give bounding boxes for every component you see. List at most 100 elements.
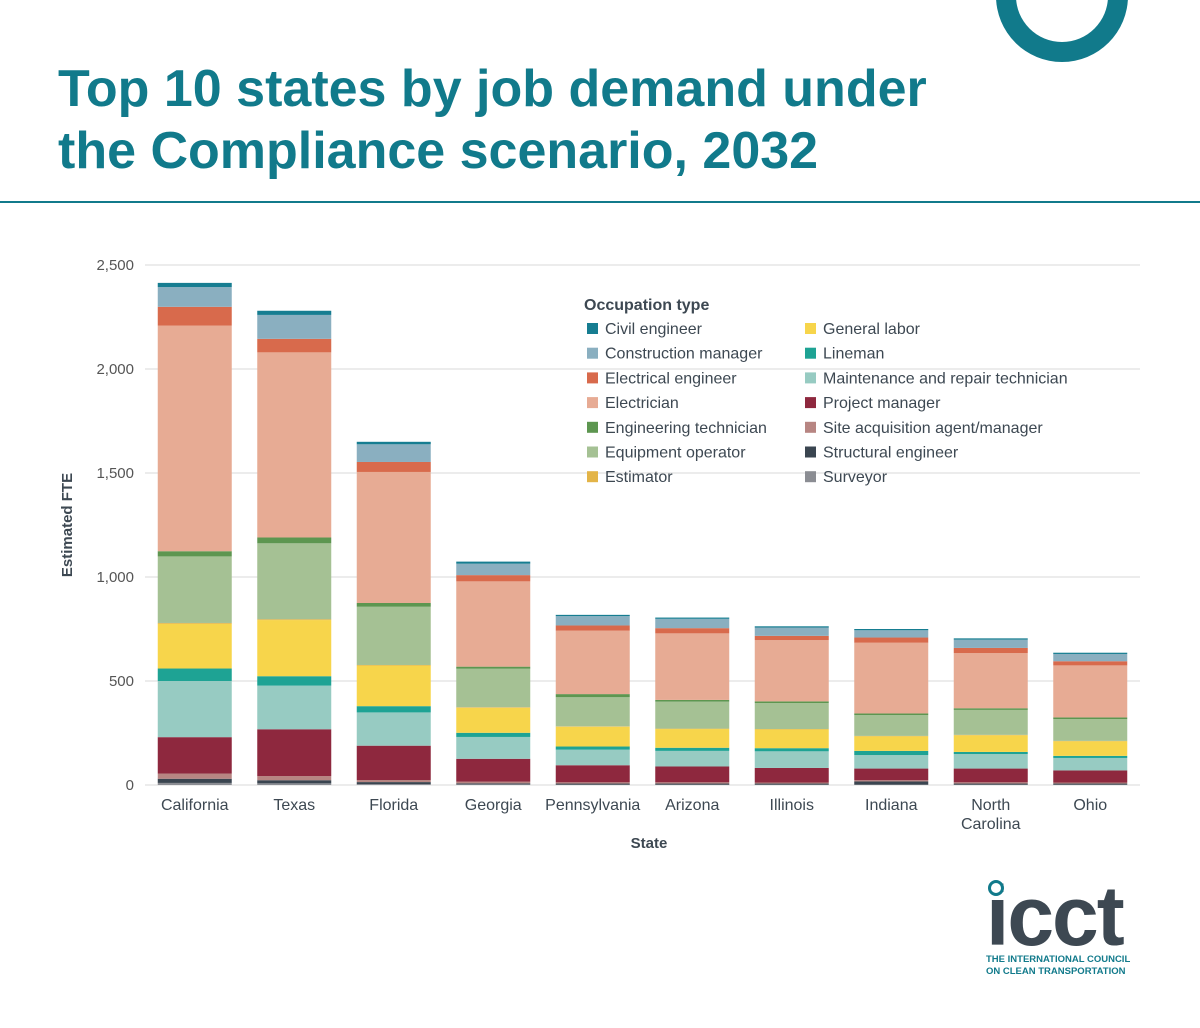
bar-segment xyxy=(456,784,531,785)
x-tick-label: Carolina xyxy=(961,816,1021,833)
logo-tagline-line1: THE INTERNATIONAL COUNCIL xyxy=(986,954,1131,965)
x-tick-label: Texas xyxy=(273,797,315,814)
logo-tagline: THE INTERNATIONAL COUNCIL ON CLEAN TRANS… xyxy=(986,954,1130,978)
bar-segment xyxy=(555,630,630,695)
x-tick-label: Illinois xyxy=(770,797,814,814)
bar-segment xyxy=(555,614,630,617)
bar-segment xyxy=(456,668,531,708)
bar-segment xyxy=(1053,652,1128,654)
x-tick-label: Indiana xyxy=(865,797,918,814)
bar-segment xyxy=(953,754,1028,769)
x-tick-label: Pennsylvania xyxy=(545,797,640,814)
x-tick-label: California xyxy=(161,797,229,814)
bar-segment xyxy=(754,626,829,628)
bar-segment xyxy=(257,338,332,353)
logo-dot-icon xyxy=(988,880,1004,896)
legend-swatch xyxy=(587,323,598,334)
bar-segment xyxy=(555,726,630,747)
bar-segment xyxy=(555,694,630,698)
legend-label: Structural engineer xyxy=(823,445,959,462)
bar-segment xyxy=(257,620,332,677)
bar-segment xyxy=(555,765,630,783)
legend-swatch xyxy=(805,347,816,359)
legend-label: Project manager xyxy=(823,395,941,412)
bar-segment xyxy=(655,750,730,767)
bar-segment xyxy=(854,768,929,781)
bar-segment xyxy=(356,444,431,462)
bar-segment xyxy=(456,783,531,785)
bar-segment xyxy=(854,637,929,643)
bar-segment xyxy=(953,708,1028,710)
bar-segment xyxy=(257,310,332,315)
bar-segment xyxy=(754,635,829,641)
legend-label: Civil engineer xyxy=(605,321,703,338)
bar-segment xyxy=(655,783,730,785)
bar-segment xyxy=(953,768,1028,783)
bar-segment xyxy=(257,729,332,777)
legend-swatch xyxy=(587,347,598,359)
bar-segment xyxy=(157,778,232,783)
bar-segment xyxy=(854,750,929,756)
bar-segment xyxy=(1053,770,1128,783)
bar-segment xyxy=(356,665,431,707)
bar-segment xyxy=(655,766,730,783)
bar-segment xyxy=(356,461,431,472)
bar-segment xyxy=(1053,783,1128,785)
bar-segment xyxy=(754,729,829,749)
legend-swatch xyxy=(587,397,598,409)
bar-segment xyxy=(555,746,630,750)
bar-segment xyxy=(456,563,531,576)
bar-segment xyxy=(555,749,630,766)
y-tick-label: 0 xyxy=(126,777,134,794)
bar-segment xyxy=(555,616,630,626)
bar-segment xyxy=(754,783,829,785)
bar-segment xyxy=(456,707,531,733)
y-tick-label: 500 xyxy=(109,673,134,690)
bar-segment xyxy=(456,666,531,669)
bar-segment xyxy=(157,556,232,623)
bar-segment xyxy=(456,561,531,564)
bar-segment xyxy=(655,747,730,751)
bar-segment xyxy=(555,697,630,727)
bar-segment xyxy=(655,782,730,784)
legend-label: Electrician xyxy=(605,395,679,412)
bar-segment xyxy=(655,701,730,729)
bar-segment xyxy=(953,783,1028,785)
bar-segment xyxy=(555,782,630,784)
x-tick-label: Florida xyxy=(369,797,418,814)
bar-segment xyxy=(456,707,531,708)
bar-segment xyxy=(854,781,929,785)
legend-swatch xyxy=(587,446,598,458)
bar-segment xyxy=(854,713,929,716)
bar-segment xyxy=(356,706,431,713)
bar-segment xyxy=(257,676,332,686)
x-tick-label: Ohio xyxy=(1073,797,1107,814)
bar-segment xyxy=(456,581,531,667)
legend-label: Maintenance and repair technician xyxy=(823,370,1068,387)
bar-segment xyxy=(257,685,332,730)
y-tick-label: 1,500 xyxy=(96,465,134,482)
bar-segment xyxy=(754,627,829,636)
bar-segment xyxy=(456,575,531,582)
bar-segment xyxy=(356,664,431,666)
bar-segment xyxy=(953,751,1028,755)
legend-swatch xyxy=(587,421,598,433)
legend-swatch xyxy=(805,471,816,483)
bar-segment xyxy=(257,783,332,785)
logo-wordmark: icct xyxy=(986,869,1125,963)
bar-segment xyxy=(754,748,829,752)
bar-segment xyxy=(356,603,431,607)
legend-label: Equipment operator xyxy=(605,445,746,462)
bar-segment xyxy=(157,681,232,738)
bar-segment xyxy=(257,352,332,538)
bar-segment xyxy=(1053,755,1128,758)
legend-swatch xyxy=(805,446,816,458)
bar-segment xyxy=(854,630,929,638)
bar-segment xyxy=(953,782,1028,784)
bar-segment xyxy=(1053,719,1128,741)
legend-label: General labor xyxy=(823,321,921,338)
y-tick-label: 2,000 xyxy=(96,361,134,378)
chart-legend: Occupation type Civil engineer Constructio… xyxy=(584,297,1068,486)
bar-segment xyxy=(854,736,929,751)
legend-swatch xyxy=(805,323,816,334)
